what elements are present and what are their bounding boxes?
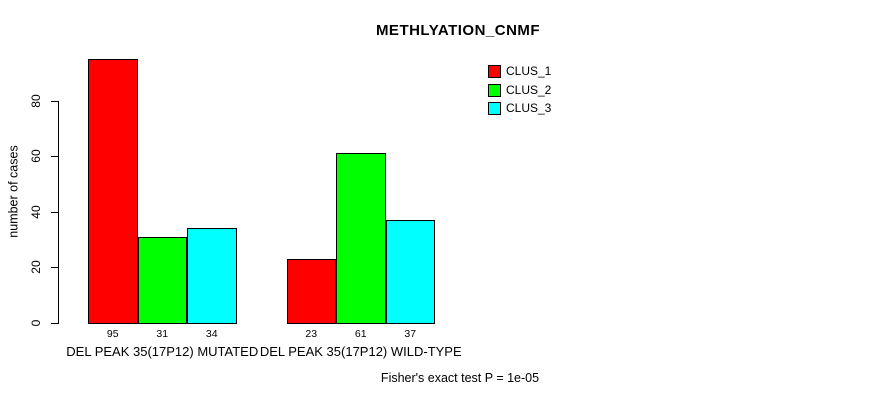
bar-clus_1-group1 <box>88 58 138 324</box>
bar-clus_2-group1 <box>137 236 187 324</box>
legend-label: CLUS_2 <box>506 82 552 97</box>
bar-clus_2-group2 <box>336 153 386 324</box>
bar-value-label: 31 <box>156 328 169 340</box>
y-tick-label: 80 <box>29 93 43 108</box>
legend-swatch-clus_1 <box>488 65 501 78</box>
bar-value-label: 61 <box>354 328 367 340</box>
y-tick-label: 20 <box>29 260 43 275</box>
fisher-test-note: Fisher's exact test P = 1e-05 <box>380 371 540 385</box>
bar-value-label: 23 <box>305 328 318 340</box>
y-tick-mark <box>51 211 58 213</box>
chart-title: METHLYATION_CNMF <box>375 22 541 39</box>
y-tick-label: 60 <box>29 149 43 163</box>
legend-label: CLUS_1 <box>506 64 552 78</box>
y-axis-title: number of cases <box>6 145 21 238</box>
y-tick-mark <box>51 156 58 158</box>
y-tick-label: 0 <box>29 319 43 327</box>
bar-value-label: 37 <box>404 328 417 340</box>
y-tick-mark <box>51 323 58 324</box>
group-label: DEL PEAK 35(17P12) MUTATED <box>66 344 259 359</box>
bar-clus_1-group2 <box>286 259 336 324</box>
y-axis-line <box>58 100 59 324</box>
bar-clus_3-group1 <box>187 228 237 324</box>
bar-clus_3-group2 <box>385 220 435 324</box>
legend-swatch-clus_3 <box>488 102 501 115</box>
bar-value-label: 95 <box>106 328 119 340</box>
y-tick-label: 40 <box>29 205 43 219</box>
y-tick-mark <box>51 267 58 269</box>
legend-label: CLUS_3 <box>506 101 552 115</box>
bar-value-label: 34 <box>205 328 218 340</box>
group-label: DEL PEAK 35(17P12) WILD-TYPE <box>259 344 462 359</box>
y-tick-mark <box>51 100 58 102</box>
legend-swatch-clus_2 <box>488 83 501 97</box>
